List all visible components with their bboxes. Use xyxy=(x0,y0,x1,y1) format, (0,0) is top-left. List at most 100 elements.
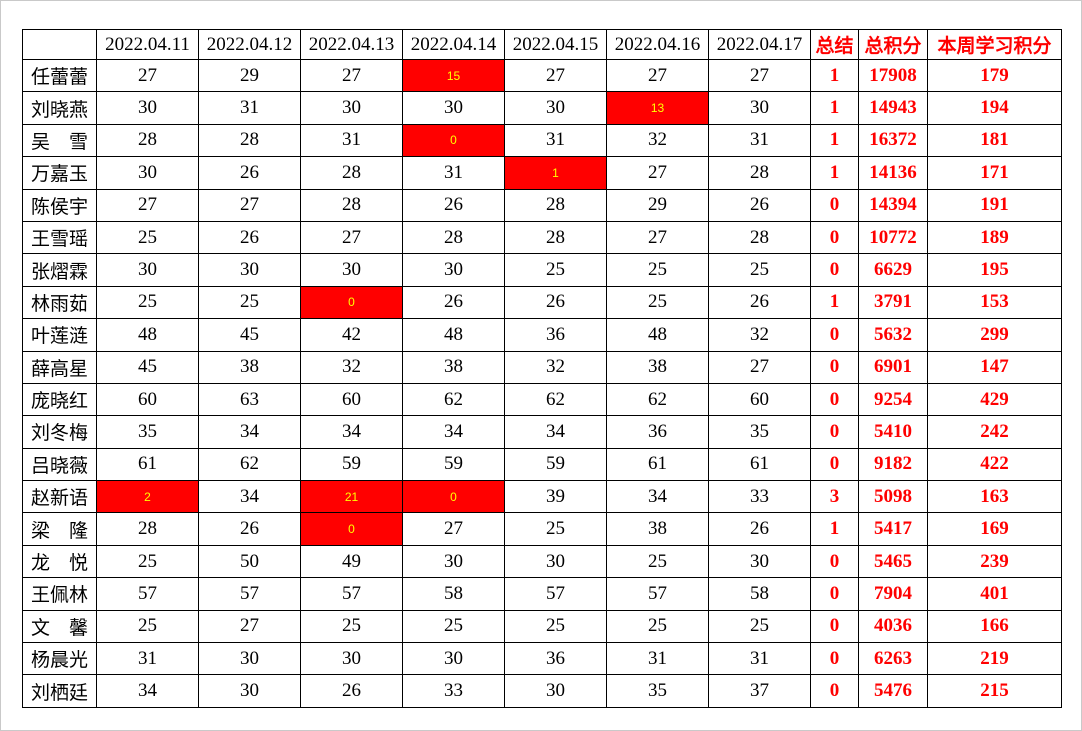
daily-score-cell[interactable]: 30 xyxy=(708,91,812,125)
daily-score-cell[interactable]: 48 xyxy=(606,318,710,352)
daily-score-cell[interactable]: 48 xyxy=(96,318,200,352)
daily-score-cell[interactable]: 30 xyxy=(402,253,506,287)
daily-score-cell[interactable]: 26 xyxy=(402,285,506,320)
daily-score-cell[interactable]: 26 xyxy=(198,220,302,255)
student-name-cell[interactable]: 龙悦 xyxy=(21,544,98,579)
daily-score-cell[interactable]: 26 xyxy=(708,285,812,320)
daily-score-cell[interactable]: 57 xyxy=(504,577,608,611)
daily-score-cell[interactable]: 26 xyxy=(300,674,404,708)
total-points-cell[interactable]: 6629 xyxy=(858,253,929,287)
daily-score-cell[interactable]: 30 xyxy=(708,544,812,579)
daily-score-cell[interactable]: 31 xyxy=(708,123,812,158)
daily-score-cell[interactable]: 30 xyxy=(300,642,404,676)
daily-score-cell[interactable]: 60 xyxy=(708,382,812,417)
student-name-cell[interactable]: 陈侯宇 xyxy=(21,188,98,222)
summary-count-cell[interactable]: 0 xyxy=(810,544,860,579)
daily-score-cell[interactable]: 30 xyxy=(300,253,404,287)
daily-score-cell[interactable]: 35 xyxy=(96,415,200,449)
daily-score-cell[interactable]: 28 xyxy=(96,512,200,546)
daily-score-cell[interactable]: 30 xyxy=(504,544,608,579)
total-points-cell[interactable]: 5476 xyxy=(858,674,929,708)
daily-score-cell[interactable]: 45 xyxy=(96,350,200,384)
total-points-cell[interactable]: 7904 xyxy=(858,577,929,611)
daily-score-cell[interactable]: 28 xyxy=(708,156,812,190)
daily-score-cell[interactable]: 31 xyxy=(198,91,302,125)
student-name-cell[interactable]: 张熠霖 xyxy=(21,253,98,287)
daily-score-cell[interactable]: 57 xyxy=(198,577,302,611)
daily-score-cell[interactable]: 29 xyxy=(606,188,710,222)
summary-count-cell[interactable]: 0 xyxy=(810,220,860,255)
daily-score-cell[interactable]: 29 xyxy=(198,58,302,93)
summary-count-cell[interactable]: 3 xyxy=(810,480,860,514)
weekly-points-cell[interactable]: 166 xyxy=(927,609,1063,644)
weekly-points-column-header[interactable]: 本周学习积分 xyxy=(927,29,1063,60)
date-column-header[interactable]: 2022.04.13 xyxy=(300,29,404,60)
daily-score-cell[interactable]: 57 xyxy=(300,577,404,611)
daily-score-cell[interactable]: 25 xyxy=(198,285,302,320)
daily-score-cell[interactable]: 30 xyxy=(402,91,506,125)
daily-score-cell[interactable]: 27 xyxy=(708,350,812,384)
daily-score-cell[interactable]: 34 xyxy=(198,415,302,449)
daily-score-cell[interactable]: 27 xyxy=(504,58,608,93)
weekly-points-cell[interactable]: 195 xyxy=(927,253,1063,287)
student-name-cell[interactable]: 林雨茹 xyxy=(21,285,98,320)
weekly-points-cell[interactable]: 181 xyxy=(927,123,1063,158)
daily-score-cell[interactable]: 60 xyxy=(300,382,404,417)
total-points-cell[interactable]: 6263 xyxy=(858,642,929,676)
summary-count-cell[interactable]: 0 xyxy=(810,350,860,384)
weekly-points-cell[interactable]: 169 xyxy=(927,512,1063,546)
daily-score-cell[interactable]: 30 xyxy=(96,156,200,190)
total-points-cell[interactable]: 14394 xyxy=(858,188,929,222)
daily-score-cell[interactable]: 28 xyxy=(198,123,302,158)
weekly-points-cell[interactable]: 422 xyxy=(927,447,1063,482)
daily-score-cell[interactable]: 30 xyxy=(96,253,200,287)
highlighted-daily-score-cell[interactable]: 2 xyxy=(96,480,200,514)
total-points-cell[interactable]: 5465 xyxy=(858,544,929,579)
weekly-points-cell[interactable]: 194 xyxy=(927,91,1063,125)
daily-score-cell[interactable]: 57 xyxy=(96,577,200,611)
daily-score-cell[interactable]: 27 xyxy=(606,156,710,190)
daily-score-cell[interactable]: 25 xyxy=(708,609,812,644)
date-column-header[interactable]: 2022.04.16 xyxy=(606,29,710,60)
daily-score-cell[interactable]: 50 xyxy=(198,544,302,579)
summary-count-cell[interactable]: 1 xyxy=(810,58,860,93)
daily-score-cell[interactable]: 25 xyxy=(96,285,200,320)
daily-score-cell[interactable]: 38 xyxy=(402,350,506,384)
daily-score-cell[interactable]: 30 xyxy=(198,642,302,676)
daily-score-cell[interactable]: 27 xyxy=(198,609,302,644)
daily-score-cell[interactable]: 45 xyxy=(198,318,302,352)
daily-score-cell[interactable]: 30 xyxy=(504,674,608,708)
highlighted-daily-score-cell[interactable]: 1 xyxy=(504,156,608,190)
student-name-cell[interactable]: 叶莲涟 xyxy=(21,318,98,352)
weekly-points-cell[interactable]: 242 xyxy=(927,415,1063,449)
daily-score-cell[interactable]: 38 xyxy=(606,350,710,384)
daily-score-cell[interactable]: 31 xyxy=(96,642,200,676)
daily-score-cell[interactable]: 38 xyxy=(198,350,302,384)
daily-score-cell[interactable]: 26 xyxy=(198,512,302,546)
total-points-cell[interactable]: 5410 xyxy=(858,415,929,449)
daily-score-cell[interactable]: 26 xyxy=(402,188,506,222)
summary-count-cell[interactable]: 0 xyxy=(810,188,860,222)
summary-count-cell[interactable]: 0 xyxy=(810,609,860,644)
weekly-points-cell[interactable]: 147 xyxy=(927,350,1063,384)
total-points-cell[interactable]: 5632 xyxy=(858,318,929,352)
daily-score-cell[interactable]: 26 xyxy=(198,156,302,190)
summary-count-cell[interactable]: 0 xyxy=(810,415,860,449)
daily-score-cell[interactable]: 25 xyxy=(606,609,710,644)
daily-score-cell[interactable]: 36 xyxy=(606,415,710,449)
daily-score-cell[interactable]: 26 xyxy=(708,512,812,546)
total-points-cell[interactable]: 9254 xyxy=(858,382,929,417)
daily-score-cell[interactable]: 25 xyxy=(96,544,200,579)
daily-score-cell[interactable]: 32 xyxy=(504,350,608,384)
daily-score-cell[interactable]: 27 xyxy=(198,188,302,222)
summary-count-cell[interactable]: 0 xyxy=(810,674,860,708)
highlighted-daily-score-cell[interactable]: 13 xyxy=(606,91,710,125)
student-name-cell[interactable]: 万嘉玉 xyxy=(21,156,98,190)
daily-score-cell[interactable]: 36 xyxy=(504,318,608,352)
daily-score-cell[interactable]: 25 xyxy=(606,285,710,320)
daily-score-cell[interactable]: 49 xyxy=(300,544,404,579)
daily-score-cell[interactable]: 30 xyxy=(198,674,302,708)
total-points-cell[interactable]: 9182 xyxy=(858,447,929,482)
summary-count-cell[interactable]: 0 xyxy=(810,382,860,417)
weekly-points-cell[interactable]: 239 xyxy=(927,544,1063,579)
